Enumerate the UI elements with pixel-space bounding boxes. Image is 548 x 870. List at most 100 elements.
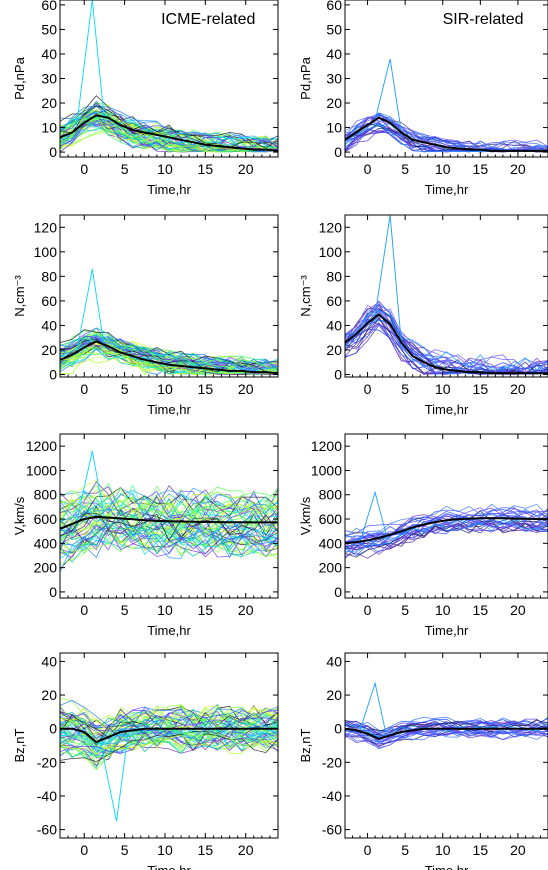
x-axis-label: Time,hr — [147, 402, 191, 417]
y-tick-label: 0 — [334, 367, 342, 383]
event-trace — [60, 329, 278, 368]
event-trace — [60, 102, 278, 145]
event-trace — [60, 334, 278, 372]
x-tick-label: 10 — [435, 161, 451, 177]
event-trace — [345, 730, 548, 750]
plot-frame — [59, 652, 279, 839]
ensemble-traces — [345, 681, 548, 750]
x-axis-label: Time,hr — [147, 623, 191, 638]
y-tick-label: 60 — [41, 293, 57, 309]
x-tick-label: 15 — [198, 381, 214, 397]
outlier-trace — [99, 730, 130, 822]
y-tick-label: 60 — [326, 293, 342, 309]
plot-frame — [59, 433, 279, 599]
chart-panel-5: 0 5 10 15 20020040060080010001200Time,hrV,km… — [12, 433, 279, 638]
event-trace — [60, 721, 278, 745]
chart-panel-4: 0 5 10 15 20 0 20 40 60 80 100 120 Time,hr N,cm⁻³ — [298, 214, 548, 417]
event-trace — [345, 317, 548, 375]
ensemble-traces — [345, 215, 548, 375]
event-trace — [60, 487, 278, 522]
y-tick-label: 1200 — [311, 438, 342, 454]
y-tick-label: 800 — [34, 487, 58, 503]
x-tick-label: 10 — [157, 842, 173, 858]
x-tick-label: 15 — [198, 842, 214, 858]
y-tick-label: 200 — [319, 560, 343, 576]
x-axis-label: Time,hr — [147, 863, 191, 870]
plot-frame — [344, 214, 548, 378]
event-trace — [60, 708, 278, 732]
y-tick-label: 600 — [34, 511, 58, 527]
y-tick-label: 40 — [41, 46, 57, 62]
event-trace — [60, 105, 278, 149]
chart-panel-8: 0 5 10 15 20 -60 -40 -20 0 20 40 Time,hr Bz,nT — [298, 652, 548, 870]
x-axis-label: Time,hr — [425, 182, 469, 197]
event-trace — [60, 707, 278, 733]
x-tick-label: 15 — [473, 381, 489, 397]
y-tick-label: 0 — [49, 144, 57, 160]
mean-line — [344, 313, 548, 375]
x-tick-label: 5 — [401, 381, 409, 397]
x-tick-label: 0 — [80, 842, 88, 858]
event-trace — [345, 722, 548, 739]
event-trace — [60, 485, 278, 515]
x-tick-label: 5 — [401, 842, 409, 858]
x-tick-label: 20 — [510, 842, 526, 858]
chart-panel-6: 0 5 10 15 20020040060080010001200Time,hrV,km… — [298, 433, 548, 638]
x-tick-label: 5 — [121, 161, 129, 177]
x-tick-label: 10 — [157, 602, 173, 618]
x-tick-label: 20 — [238, 381, 254, 397]
x-axis-label: Time,hr — [425, 623, 469, 638]
y-tick-label: -20 — [37, 754, 57, 770]
x-tick-label: 0 — [80, 381, 88, 397]
y-tick-label: 1000 — [26, 462, 57, 478]
ensemble-traces — [345, 58, 548, 153]
y-tick-label: 20 — [326, 342, 342, 358]
event-trace — [60, 95, 278, 148]
event-trace — [60, 706, 278, 728]
event-trace — [345, 503, 548, 539]
y-tick-label: -40 — [37, 788, 57, 804]
mean-line — [59, 340, 279, 375]
y-tick-label: 80 — [326, 268, 342, 284]
y-tick-label: 20 — [41, 687, 57, 703]
event-trace — [345, 723, 548, 737]
event-trace — [60, 338, 278, 374]
event-trace — [60, 335, 278, 369]
event-trace — [60, 708, 278, 732]
x-tick-label: 20 — [238, 161, 254, 177]
x-tick-label: 20 — [238, 602, 254, 618]
x-tick-label: 20 — [238, 842, 254, 858]
event-trace — [60, 487, 278, 515]
event-trace — [60, 111, 278, 151]
chart-panel-1: 0 5 10 15 20 0 10 20 30 40 50 60 Time,hr Pd,nPa ICME-r… — [12, 0, 279, 197]
event-trace — [60, 700, 278, 727]
event-trace — [60, 517, 278, 548]
event-trace — [345, 509, 548, 541]
y-tick-label: 20 — [41, 342, 57, 358]
x-tick-label: 15 — [473, 161, 489, 177]
y-axis-label: N,cm⁻³ — [298, 275, 313, 317]
y-tick-label: 600 — [319, 511, 343, 527]
x-tick-label: 5 — [121, 842, 129, 858]
event-trace — [345, 730, 548, 747]
y-tick-label: 100 — [319, 244, 343, 260]
ensemble-traces — [60, 268, 278, 375]
event-trace — [345, 301, 548, 374]
plot-frame — [344, 652, 548, 839]
event-trace — [345, 519, 548, 553]
chart-panel-2: 0 5 10 15 20 0 10 20 30 40 50 60 Time,hr Pd,nPa SIR-re… — [298, 0, 548, 197]
mean-line — [344, 517, 548, 545]
x-tick-label: 10 — [157, 381, 173, 397]
x-tick-label: 5 — [121, 381, 129, 397]
mean-line — [344, 727, 548, 740]
y-tick-label: 1000 — [311, 462, 342, 478]
y-axis-label: V,km/s — [298, 496, 313, 535]
x-tick-label: 20 — [510, 602, 526, 618]
x-tick-label: 0 — [80, 161, 88, 177]
x-tick-label: 0 — [364, 161, 372, 177]
outlier-trace — [359, 681, 387, 736]
ensemble-traces — [60, 697, 278, 822]
y-tick-label: 10 — [41, 120, 57, 136]
outlier-trace — [75, 268, 105, 355]
event-trace — [60, 481, 278, 523]
